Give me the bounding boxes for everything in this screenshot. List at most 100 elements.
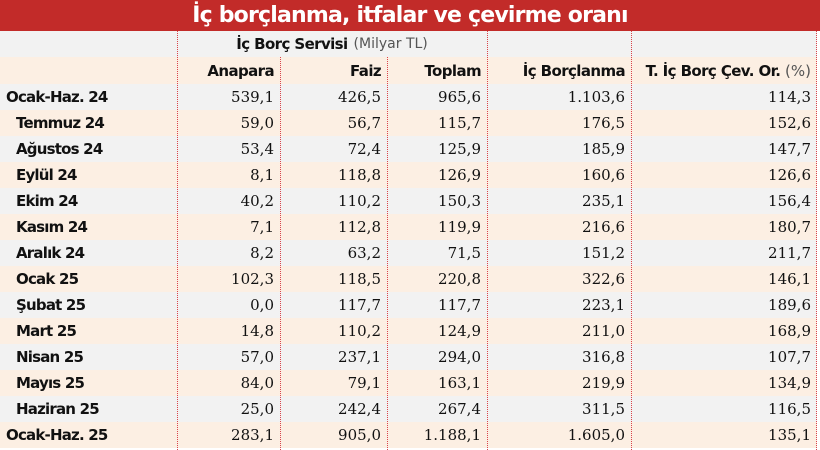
cell-ic-borclanma: 311,5: [582, 400, 625, 418]
table-row: Ekim 24 40,2 110,2 150,3 235,1 156,4: [0, 188, 817, 214]
cell-faiz: 118,8: [338, 166, 381, 184]
row-label: Kasım 24: [16, 218, 88, 236]
cell-toplam: 220,8: [438, 270, 481, 288]
divider: [177, 31, 178, 450]
col-header-anapara: Anapara: [207, 61, 274, 80]
divider: [631, 31, 632, 450]
table-row: Ocak-Haz. 25 283,1 905,0 1.188,1 1.605,0 135,…: [0, 422, 817, 448]
table-title: İç borçlanma, itfalar ve çevirme oranı: [192, 3, 628, 28]
cell-faiz: 79,1: [347, 374, 381, 392]
cell-ic-borclanma: 219,9: [582, 374, 625, 392]
col-header-toplam: Toplam: [424, 61, 481, 80]
cell-cevirme-orani: 211,7: [768, 244, 811, 262]
col-header-faiz: Faiz: [350, 61, 382, 80]
cell-faiz: 112,8: [338, 218, 381, 236]
cell-faiz: 905,0: [338, 426, 381, 444]
cell-anapara: 7,1: [250, 218, 274, 236]
cell-toplam: 125,9: [438, 140, 481, 158]
cell-cevirme-orani: 152,6: [768, 114, 811, 132]
cell-faiz: 242,4: [338, 400, 381, 418]
col-header-cevirme-orani-label: T. İç Borç Çev. Or.: [645, 61, 781, 80]
cell-cevirme-orani: 116,5: [768, 400, 811, 418]
cell-cevirme-orani: 156,4: [768, 192, 811, 210]
title-bar: İç borçlanma, itfalar ve çevirme oranı: [0, 0, 820, 31]
col-header-unit: (%): [785, 61, 811, 80]
group-header: İç Borç Servisi (Milyar TL): [177, 31, 487, 57]
cell-ic-borclanma: 322,6: [582, 270, 625, 288]
cell-faiz: 63,2: [347, 244, 381, 262]
table-row: Şubat 25 0,0 117,7 117,7 223,1 189,6: [0, 292, 817, 318]
row-label: Ağustos 24: [16, 140, 103, 158]
row-label: Şubat 25: [16, 296, 86, 314]
cell-cevirme-orani: 134,9: [768, 374, 811, 392]
cell-faiz: 117,7: [338, 296, 381, 314]
table-row: Eylül 24 8,1 118,8 126,9 160,6 126,6: [0, 162, 817, 188]
divider: [387, 57, 388, 450]
cell-ic-borclanma: 216,6: [582, 218, 625, 236]
cell-anapara: 8,1: [250, 166, 274, 184]
column-header-row: Anapara Faiz Toplam İç Borçlanma T. İç B…: [0, 57, 817, 84]
cell-anapara: 283,1: [231, 426, 274, 444]
row-label: Nisan 25: [16, 348, 84, 366]
cell-toplam: 126,9: [438, 166, 481, 184]
table-body: Ocak-Haz. 24 539,1 426,5 965,6 1.103,6 114,3 T…: [0, 84, 817, 448]
cell-toplam: 294,0: [438, 348, 481, 366]
cell-cevirme-orani: 147,7: [768, 140, 811, 158]
cell-cevirme-orani: 114,3: [768, 88, 811, 106]
cell-anapara: 14,8: [240, 322, 274, 340]
cell-toplam: 267,4: [438, 400, 481, 418]
cell-anapara: 539,1: [231, 88, 274, 106]
cell-toplam: 150,3: [438, 192, 481, 210]
cell-cevirme-orani: 126,6: [768, 166, 811, 184]
table-row: Temmuz 24 59,0 56,7 115,7 176,5 152,6: [0, 110, 817, 136]
debt-table: İç Borç Servisi (Milyar TL) Anapara Faiz…: [0, 31, 817, 448]
cell-anapara: 84,0: [240, 374, 274, 392]
cell-anapara: 40,2: [240, 192, 274, 210]
table-row: Ağustos 24 53,4 72,4 125,9 185,9 147,7: [0, 136, 817, 162]
divider: [816, 31, 817, 450]
cell-toplam: 965,6: [438, 88, 481, 106]
cell-ic-borclanma: 211,0: [582, 322, 625, 340]
cell-ic-borclanma: 223,1: [582, 296, 625, 314]
cell-toplam: 1.188,1: [423, 426, 481, 444]
cell-cevirme-orani: 107,7: [768, 348, 811, 366]
cell-toplam: 163,1: [438, 374, 481, 392]
cell-ic-borclanma: 176,5: [582, 114, 625, 132]
cell-anapara: 53,4: [240, 140, 274, 158]
group-header-row: İç Borç Servisi (Milyar TL): [0, 31, 817, 57]
table-row: Mayıs 25 84,0 79,1 163,1 219,9 134,9: [0, 370, 817, 396]
cell-faiz: 426,5: [338, 88, 381, 106]
cell-toplam: 71,5: [447, 244, 481, 262]
cell-cevirme-orani: 189,6: [768, 296, 811, 314]
cell-anapara: 57,0: [240, 348, 274, 366]
row-label: Ocak 25: [16, 270, 79, 288]
row-label: Aralık 24: [16, 244, 85, 262]
cell-ic-borclanma: 1.103,6: [567, 88, 625, 106]
cell-ic-borclanma: 235,1: [582, 192, 625, 210]
divider: [487, 31, 488, 450]
table-row: Ocak 25 102,3 118,5 220,8 322,6 146,1: [0, 266, 817, 292]
row-label: Mart 25: [16, 322, 77, 340]
row-label: Haziran 25: [16, 400, 100, 418]
cell-ic-borclanma: 316,8: [582, 348, 625, 366]
table-row: Kasım 24 7,1 112,8 119,9 216,6 180,7: [0, 214, 817, 240]
cell-cevirme-orani: 135,1: [768, 426, 811, 444]
row-label: Mayıs 25: [16, 374, 85, 392]
cell-anapara: 0,0: [250, 296, 274, 314]
table-row: Haziran 25 25,0 242,4 267,4 311,5 116,5: [0, 396, 817, 422]
cell-anapara: 8,2: [250, 244, 274, 262]
cell-faiz: 237,1: [338, 348, 381, 366]
cell-anapara: 25,0: [240, 400, 274, 418]
cell-faiz: 110,2: [338, 322, 381, 340]
table-row: Mart 25 14,8 110,2 124,9 211,0 168,9: [0, 318, 817, 344]
table-row: Nisan 25 57,0 237,1 294,0 316,8 107,7: [0, 344, 817, 370]
group-unit: (Milyar TL): [353, 36, 428, 52]
cell-cevirme-orani: 146,1: [768, 270, 811, 288]
cell-ic-borclanma: 151,2: [582, 244, 625, 262]
divider: [280, 57, 281, 450]
cell-toplam: 117,7: [438, 296, 481, 314]
cell-toplam: 115,7: [438, 114, 481, 132]
cell-toplam: 119,9: [438, 218, 481, 236]
cell-cevirme-orani: 168,9: [768, 322, 811, 340]
cell-cevirme-orani: 180,7: [768, 218, 811, 236]
